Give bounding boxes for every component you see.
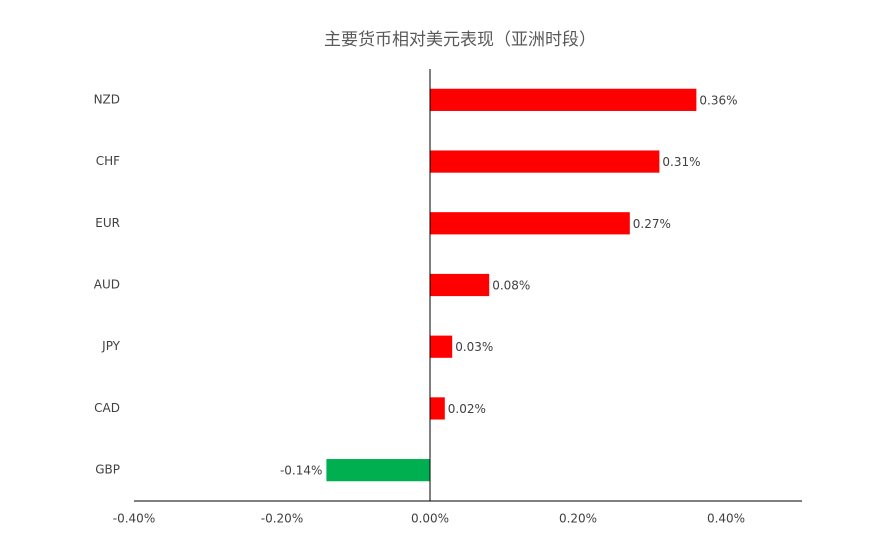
bar [430,150,660,173]
x-tick-label: -0.40% [113,512,155,526]
x-tick-label: -0.20% [261,512,303,526]
data-label: -0.14% [280,464,322,478]
data-label: 0.03% [455,340,493,354]
y-tick-label: JPY [101,339,121,353]
bar [430,88,697,111]
y-tick-label: AUD [94,278,120,292]
data-label: 0.02% [448,402,486,416]
y-tick-label: EUR [95,216,120,230]
data-label: 0.08% [492,279,530,293]
y-tick-label: GBP [95,463,120,477]
x-tick-label: 0.20% [559,512,597,526]
bar [430,335,453,358]
bar [430,212,630,235]
x-tick-label: 0.00% [411,512,449,526]
y-tick-label: CHF [96,154,120,168]
data-label: 0.36% [699,93,737,107]
y-tick-label: NZD [94,92,120,106]
y-tick-label: CAD [94,401,120,415]
data-label: 0.27% [633,217,671,231]
bar [326,459,430,482]
chart-title: 主要货币相对美元表现（亚洲时段） [324,30,596,50]
bar [430,273,490,297]
x-tick-label: 0.40% [707,512,745,526]
data-label: 0.31% [662,155,700,169]
bar [430,397,445,420]
